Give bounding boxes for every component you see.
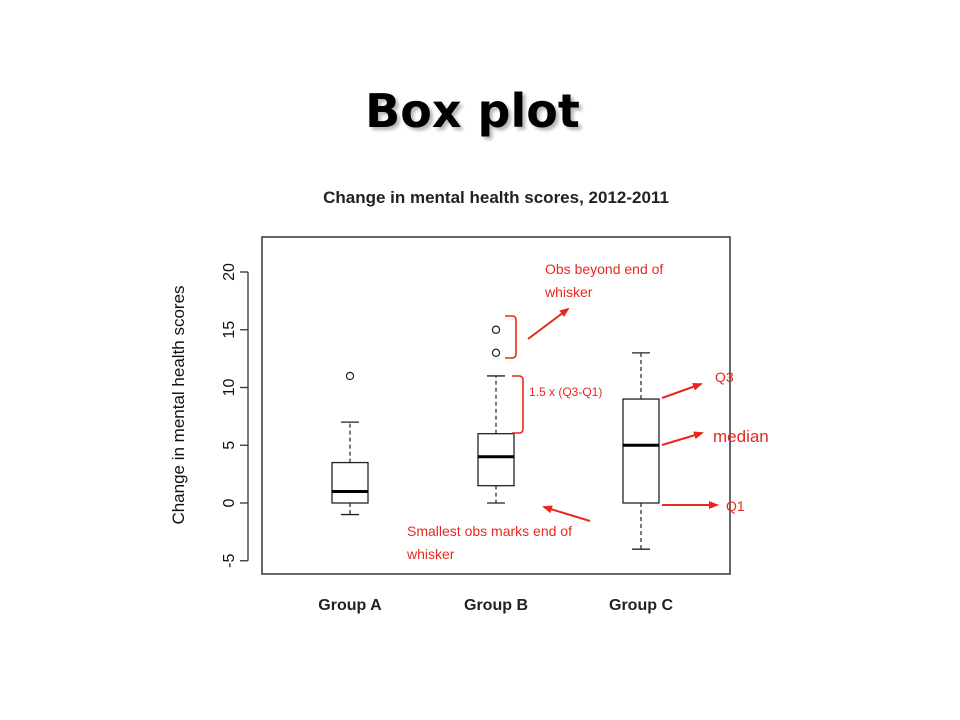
outliers-note-line-1: Obs beyond end of — [545, 261, 663, 277]
x-category-label: Group A — [318, 597, 382, 614]
y-tick-label: 15 — [221, 321, 238, 339]
iqr-box — [331, 461, 369, 504]
iqr-brace — [512, 375, 524, 434]
y-tick-label: 0 — [221, 498, 238, 507]
box-group — [477, 325, 515, 504]
iqr-box — [477, 433, 515, 487]
q1-label: Q1 — [726, 498, 745, 514]
chart-title: Change in mental health scores, 2012-201… — [323, 188, 669, 207]
iqr-box — [622, 398, 660, 504]
y-tick-label: 10 — [221, 379, 238, 397]
y-tick-label: 5 — [221, 441, 238, 450]
smallest-note-line-1: Smallest obs marks end of — [407, 523, 572, 539]
q3-label: Q3 — [715, 369, 734, 385]
outlier-point — [491, 325, 501, 334]
smallest-arrow — [542, 505, 591, 522]
outliers-note: Obs beyond end of whisker — [544, 261, 667, 300]
x-axis-labels: Group A Group B Group C — [318, 597, 673, 614]
q3-arrow — [661, 382, 703, 399]
box-group — [622, 352, 660, 550]
boxes-layer — [331, 325, 660, 550]
outliers-brace — [505, 315, 517, 359]
median-arrow — [661, 431, 704, 446]
iqr-note: 1.5 x (Q3-Q1) — [529, 385, 602, 399]
y-axis-label: Change in mental health scores — [169, 285, 188, 524]
y-axis: -5 0 5 10 15 20 — [221, 263, 249, 568]
median-label: median — [713, 427, 769, 446]
outliers-arrow — [527, 307, 570, 340]
y-tick-label: 20 — [221, 263, 238, 281]
x-category-label: Group B — [464, 597, 528, 614]
slide-title: Box plot — [365, 84, 580, 138]
smallest-note: Smallest obs marks end of whisker — [406, 523, 576, 562]
smallest-note-line-2: whisker — [406, 546, 455, 562]
plot-frame — [261, 236, 731, 575]
annotations: Obs beyond end of whisker 1.5 x (Q3-Q1) … — [406, 261, 769, 562]
outlier-point — [345, 371, 355, 381]
outliers-note-line-2: whisker — [544, 284, 593, 300]
box-group — [331, 371, 369, 516]
outlier-point — [491, 348, 501, 358]
y-tick-label: -5 — [221, 554, 238, 568]
x-category-label: Group C — [609, 597, 673, 614]
